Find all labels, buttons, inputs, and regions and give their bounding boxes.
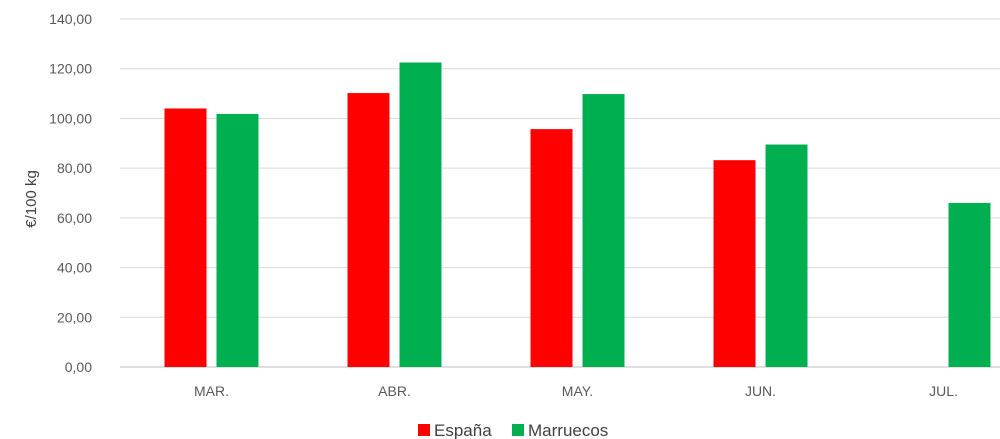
x-tick-label: JUN. [745, 383, 776, 399]
y-tick-label: 80,00 [57, 160, 92, 176]
y-tick-label: 60,00 [57, 210, 92, 226]
x-tick-label: JUL. [929, 383, 958, 399]
x-axis-ticks: MAR. ABR. MAY. JUN. JUL. [194, 383, 958, 399]
legend-label: Marruecos [528, 421, 608, 439]
y-tick-label: 120,00 [49, 61, 92, 77]
x-tick-label: MAR. [194, 383, 229, 399]
y-tick-label: 100,00 [49, 110, 92, 126]
x-tick-label: MAY. [562, 383, 593, 399]
bar-marruecos-may [582, 94, 625, 367]
legend-swatch [418, 424, 430, 436]
y-axis-title: €/100 kg [23, 170, 40, 228]
y-tick-label: 20,00 [57, 309, 92, 325]
bar-españa-jun [713, 160, 756, 367]
y-tick-label: 140,00 [49, 11, 92, 27]
legend-label: España [434, 421, 492, 439]
legend-swatch [512, 424, 524, 436]
bar-marruecos-jun [765, 144, 808, 367]
y-tick-label: 0,00 [65, 359, 92, 375]
bars [164, 62, 991, 368]
bar-españa-may [530, 129, 573, 367]
legend: España Marruecos [418, 421, 608, 439]
bar-marruecos-jul [948, 202, 991, 367]
bar-marruecos-abr [399, 62, 442, 367]
bar-españa-abr [347, 93, 390, 368]
bar-españa-mar [164, 108, 207, 367]
y-tick-label: 40,00 [57, 260, 92, 276]
bar-marruecos-mar [216, 113, 259, 367]
y-axis-ticks: 0,00 20,00 40,00 60,00 80,00 100,00 120,00 140,… [49, 11, 92, 375]
x-tick-label: ABR. [378, 383, 411, 399]
